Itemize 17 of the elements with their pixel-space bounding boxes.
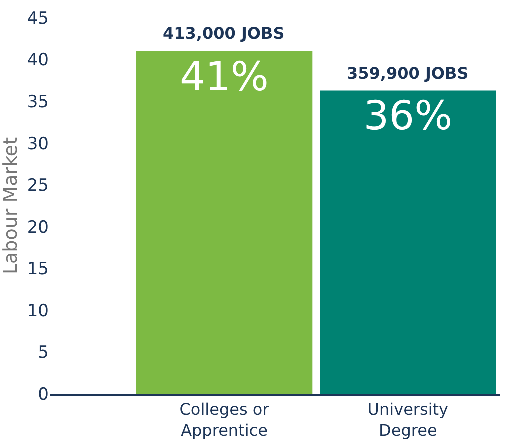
data-label: 41% [180, 54, 269, 100]
y-tick-label: 15 [27, 260, 49, 280]
y-tick-label: 10 [27, 301, 49, 322]
y-tick-label: 20 [27, 218, 49, 238]
y-tick-label: 25 [27, 176, 49, 196]
y-tick-label: 40 [27, 50, 49, 71]
annotation: 413,000 JOBS [163, 24, 285, 43]
x-tick-label: Colleges or Apprentice [180, 400, 270, 440]
y-tick-label: 30 [27, 134, 49, 154]
data-label: 36% [364, 94, 453, 140]
y-tick-label: 35 [27, 92, 49, 113]
x-tick-label: University Degree [368, 400, 449, 440]
y-tick-label: 45 [27, 8, 49, 29]
y-tick-label: 5 [38, 343, 49, 364]
y-tick-label: 0 [38, 384, 49, 405]
annotation: 359,900 JOBS [347, 64, 469, 83]
y-axis-title: Labour Market [0, 137, 22, 275]
